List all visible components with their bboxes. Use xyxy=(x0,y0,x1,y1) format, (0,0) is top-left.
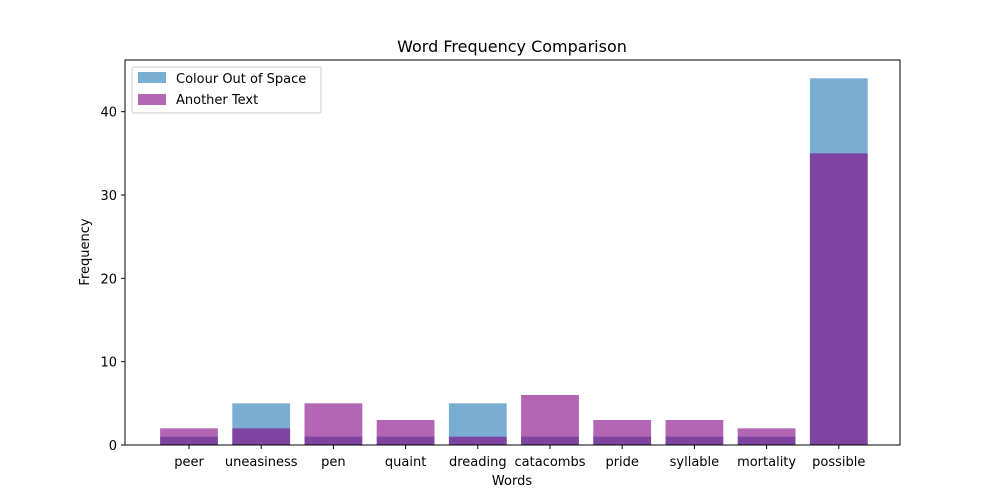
x-tick-label-syllable: syllable xyxy=(670,455,720,470)
x-tick-label-dreading: dreading xyxy=(449,455,507,470)
x-tick-label-catacombs: catacombs xyxy=(515,455,586,470)
x-tick-label-peer: peer xyxy=(174,455,204,470)
bar-another-text-pride xyxy=(593,420,652,445)
x-tick-label-quaint: quaint xyxy=(385,455,426,470)
x-tick-label-pen: pen xyxy=(321,455,346,470)
x-tick-label-pride: pride xyxy=(605,455,638,470)
x-ticks-group: peer uneasiness pen quaint dreading catacombs… xyxy=(174,445,865,470)
x-tick-label-uneasiness: uneasiness xyxy=(225,455,298,470)
legend-label-colour-out-of-space: Colour Out of Space xyxy=(176,72,306,87)
bar-another-text-catacombs xyxy=(521,395,579,445)
chart-title: Word Frequency Comparison xyxy=(397,37,627,56)
y-tick-label-20: 20 xyxy=(100,272,117,287)
x-axis-label: Words xyxy=(492,474,532,489)
legend-frame xyxy=(131,66,322,114)
bar-another-text-pen xyxy=(304,403,363,445)
y-tick-label-30: 30 xyxy=(100,189,117,204)
x-tick-label-possible: possible xyxy=(812,455,865,470)
legend-label-another-text: Another Text xyxy=(176,93,258,108)
bars-group xyxy=(160,78,868,445)
bar-another-text-syllable xyxy=(665,420,724,445)
bar-another-text-possible xyxy=(809,153,868,445)
y-tick-label-10: 10 xyxy=(100,356,117,371)
y-tick-label-0: 0 xyxy=(109,439,117,454)
y-ticks-group: 0 10 20 30 40 xyxy=(100,106,125,454)
plot-frame xyxy=(124,59,901,446)
x-tick-label-mortality: mortality xyxy=(737,455,796,470)
legend: Colour Out of Space Another Text xyxy=(131,66,322,114)
bar-another-text-uneasiness xyxy=(232,428,291,445)
legend-swatch-colour-out-of-space xyxy=(138,72,166,83)
bar-another-text-mortality xyxy=(737,428,796,445)
y-axis-label: Frequency xyxy=(78,218,93,285)
bar-another-text-dreading xyxy=(448,436,507,445)
bar-another-text-peer xyxy=(160,428,218,445)
bar-another-text-quaint xyxy=(376,420,435,445)
y-tick-label-40: 40 xyxy=(100,106,117,121)
legend-swatch-another-text xyxy=(138,94,166,105)
